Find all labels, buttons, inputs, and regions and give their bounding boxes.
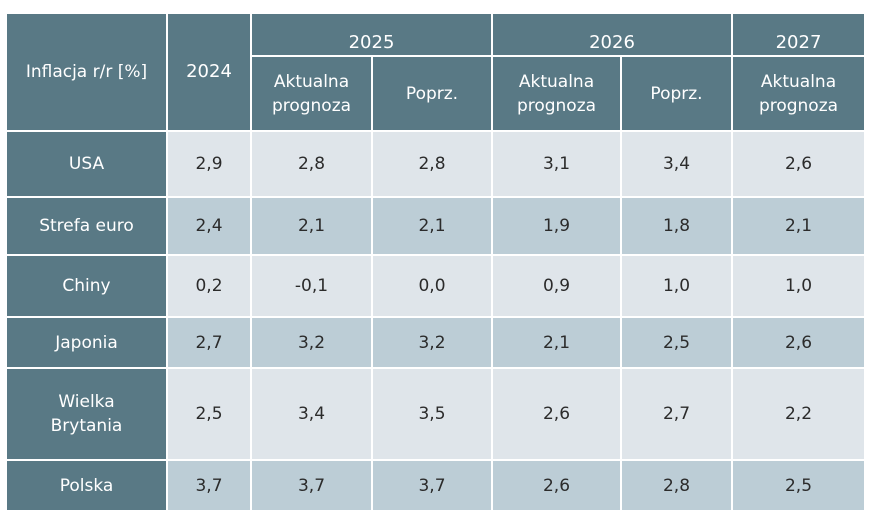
value-cell: 3,7 — [250, 459, 373, 512]
value-cell: 2,9 — [166, 130, 252, 198]
country-cell: Strefa euro — [5, 196, 168, 256]
value-cell: 1,8 — [620, 196, 733, 256]
year-2025-header: 2025 — [250, 12, 493, 57]
value-cell: 0,2 — [166, 254, 252, 318]
row-label-header: Inflacja r/r [%] — [5, 12, 168, 132]
value-cell: 2,7 — [620, 367, 733, 461]
value-cell: 2,8 — [620, 459, 733, 512]
value-cell: 2,7 — [166, 316, 252, 369]
subheader-2025-prev: Poprz. — [371, 55, 493, 132]
country-cell: Chiny — [5, 254, 168, 318]
value-cell: 1,0 — [620, 254, 733, 318]
value-cell: 3,4 — [250, 367, 373, 461]
value-cell: 2,4 — [166, 196, 252, 256]
value-cell: 3,5 — [371, 367, 493, 461]
value-cell: -0,1 — [250, 254, 373, 318]
value-cell: 2,1 — [731, 196, 866, 256]
value-cell: 2,6 — [731, 130, 866, 198]
value-cell: 2,5 — [166, 367, 252, 461]
value-cell: 0,0 — [371, 254, 493, 318]
table-row: Japonia 2,7 3,2 3,2 2,1 2,5 2,6 — [5, 316, 866, 369]
country-cell: USA — [5, 130, 168, 198]
value-cell: 2,5 — [731, 459, 866, 512]
value-cell: 2,8 — [371, 130, 493, 198]
value-cell: 2,1 — [371, 196, 493, 256]
table-row: USA 2,9 2,8 2,8 3,1 3,4 2,6 — [5, 130, 866, 198]
table-row: Polska 3,7 3,7 3,7 2,6 2,8 2,5 — [5, 459, 866, 512]
table-row: Chiny 0,2 -0,1 0,0 0,9 1,0 1,0 — [5, 254, 866, 318]
value-cell: 3,2 — [250, 316, 373, 369]
subheader-2026-prev: Poprz. — [620, 55, 733, 132]
value-cell: 3,7 — [371, 459, 493, 512]
value-cell: 2,2 — [731, 367, 866, 461]
country-cell: Japonia — [5, 316, 168, 369]
value-cell: 0,9 — [491, 254, 622, 318]
value-cell: 2,1 — [250, 196, 373, 256]
subheader-2025-current: Aktualna prognoza — [250, 55, 373, 132]
table-row: Strefa euro 2,4 2,1 2,1 1,9 1,8 2,1 — [5, 196, 866, 256]
value-cell: 3,7 — [166, 459, 252, 512]
table-row: Wielka Brytania 2,5 3,4 3,5 2,6 2,7 2,2 — [5, 367, 866, 461]
value-cell: 3,1 — [491, 130, 622, 198]
year-2027-header: 2027 — [731, 12, 866, 57]
country-cell: Polska — [5, 459, 168, 512]
value-cell: 2,6 — [491, 367, 622, 461]
value-cell: 1,9 — [491, 196, 622, 256]
value-cell: 2,1 — [491, 316, 622, 369]
value-cell: 3,4 — [620, 130, 733, 198]
value-cell: 2,8 — [250, 130, 373, 198]
value-cell: 1,0 — [731, 254, 866, 318]
value-cell: 2,6 — [491, 459, 622, 512]
year-2026-header: 2026 — [491, 12, 733, 57]
value-cell: 2,6 — [731, 316, 866, 369]
subheader-2026-current: Aktualna prognoza — [491, 55, 622, 132]
value-cell: 3,2 — [371, 316, 493, 369]
subheader-2027-current: Aktualna prognoza — [731, 55, 866, 132]
value-cell: 2,5 — [620, 316, 733, 369]
inflation-forecast-table: Inflacja r/r [%] 2024 2025 2026 2027 Akt… — [5, 12, 866, 512]
country-cell: Wielka Brytania — [5, 367, 168, 461]
year-2024-header: 2024 — [166, 12, 252, 132]
